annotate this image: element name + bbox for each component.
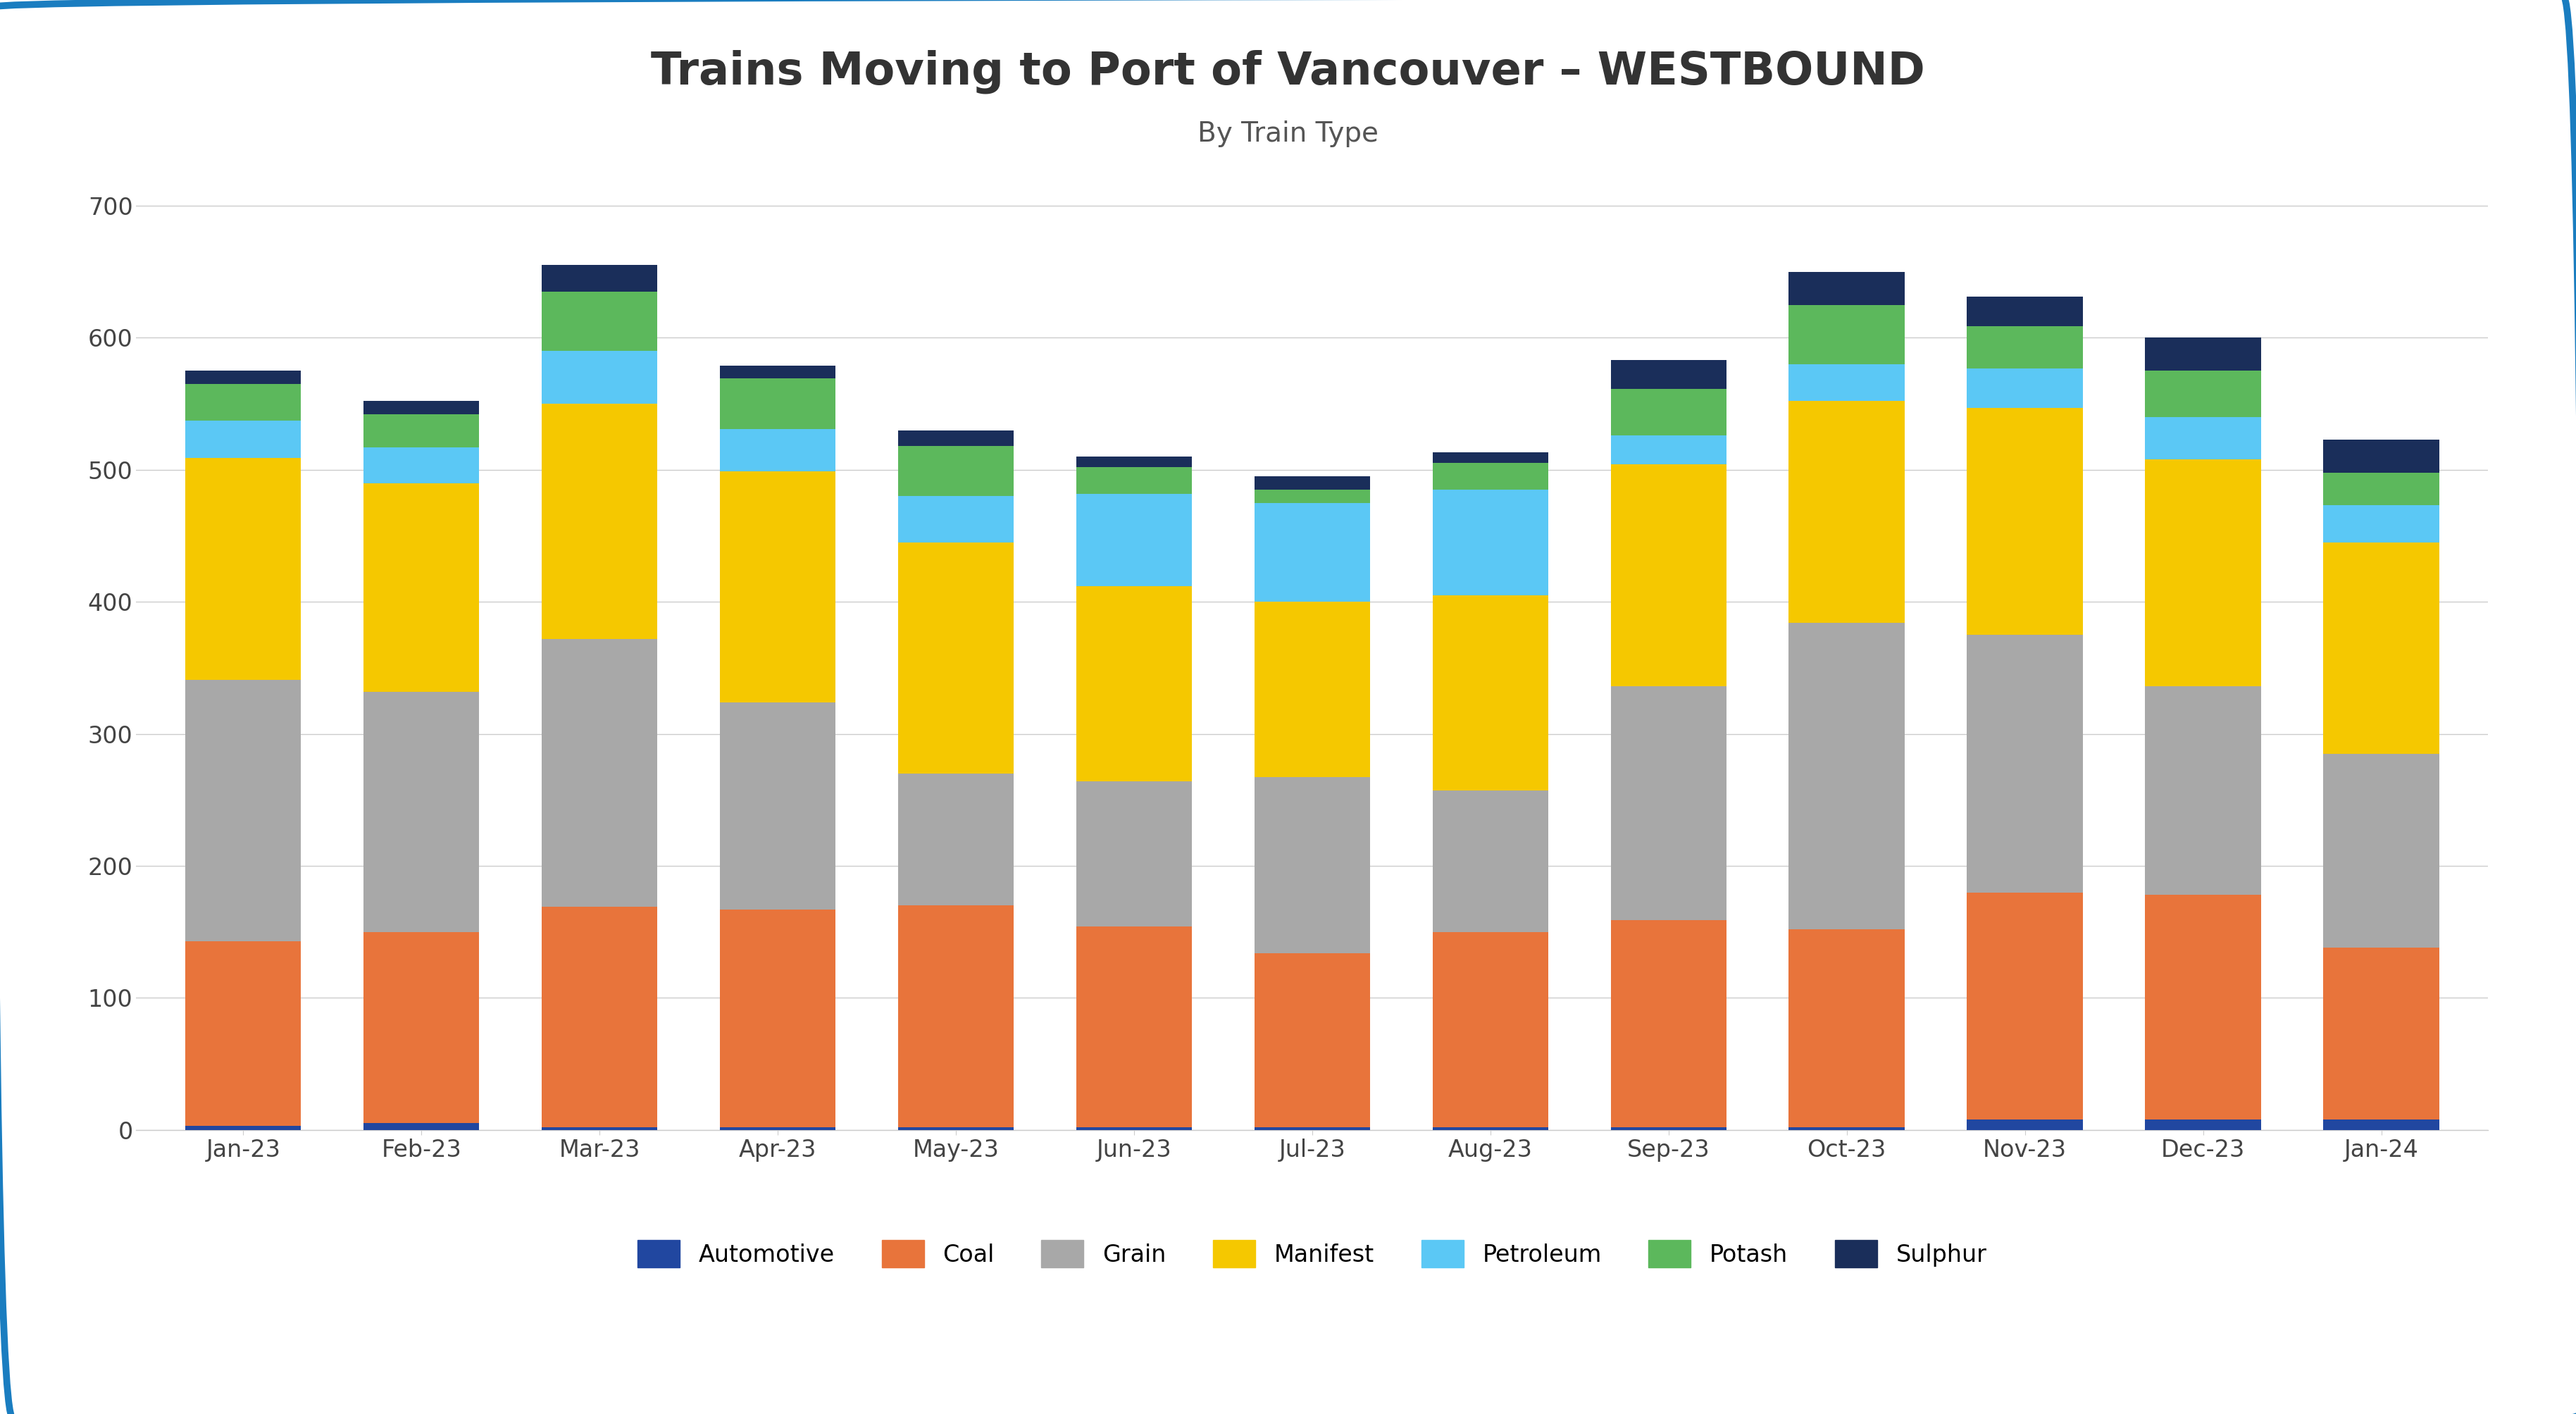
Bar [2146, 338, 2262, 370]
Bar [1077, 457, 1193, 467]
Bar [1968, 635, 2084, 892]
Bar [2146, 895, 2262, 1120]
Bar [899, 905, 1015, 1127]
Bar [185, 458, 301, 680]
Text: Trains Moving to Port of Vancouver – WESTBOUND: Trains Moving to Port of Vancouver – WES… [652, 49, 1924, 93]
Bar [1432, 790, 1548, 932]
Bar [899, 543, 1015, 773]
Bar [1432, 452, 1548, 464]
Bar [541, 291, 657, 351]
Bar [1610, 921, 1726, 1127]
Bar [541, 266, 657, 291]
Bar [2146, 1120, 2262, 1130]
Bar [1255, 953, 1370, 1127]
Bar [1610, 361, 1726, 389]
Bar [899, 1127, 1015, 1130]
Bar [1788, 271, 1904, 305]
Bar [899, 445, 1015, 496]
Text: By Train Type: By Train Type [1198, 120, 1378, 147]
Bar [185, 370, 301, 385]
Bar [899, 773, 1015, 905]
Bar [1255, 489, 1370, 503]
Bar [2324, 440, 2439, 472]
Bar [1077, 1127, 1193, 1130]
Bar [541, 351, 657, 404]
Bar [2146, 460, 2262, 686]
Bar [1255, 602, 1370, 778]
Bar [1610, 436, 1726, 465]
Bar [363, 402, 479, 414]
Bar [719, 1127, 835, 1130]
Bar [2146, 686, 2262, 895]
Bar [1788, 1127, 1904, 1130]
Bar [1968, 297, 2084, 325]
Bar [541, 1127, 657, 1130]
Bar [1077, 585, 1193, 782]
Bar [2146, 417, 2262, 460]
Bar [1255, 477, 1370, 489]
Bar [1610, 389, 1726, 436]
Bar [1077, 926, 1193, 1127]
Bar [1432, 464, 1548, 489]
Bar [1432, 489, 1548, 595]
Bar [719, 428, 835, 471]
Bar [1432, 595, 1548, 790]
Bar [363, 1123, 479, 1130]
Bar [2324, 505, 2439, 543]
Bar [899, 496, 1015, 543]
Bar [185, 385, 301, 421]
Bar [363, 414, 479, 447]
Bar [1968, 325, 2084, 368]
Bar [1255, 778, 1370, 953]
Bar [1788, 929, 1904, 1127]
Bar [185, 1126, 301, 1130]
Bar [2324, 472, 2439, 505]
Bar [2324, 947, 2439, 1120]
Bar [719, 379, 835, 428]
Bar [2324, 754, 2439, 947]
Bar [1610, 1127, 1726, 1130]
Bar [363, 932, 479, 1123]
Bar [2324, 543, 2439, 754]
Bar [1968, 1120, 2084, 1130]
Bar [1432, 932, 1548, 1127]
Bar [719, 703, 835, 909]
Bar [1077, 782, 1193, 926]
Bar [1255, 1127, 1370, 1130]
Bar [541, 906, 657, 1127]
Bar [363, 447, 479, 484]
Bar [185, 942, 301, 1126]
Bar [1968, 368, 2084, 407]
Bar [1788, 365, 1904, 402]
Bar [1610, 686, 1726, 921]
Bar [719, 909, 835, 1127]
Bar [2146, 370, 2262, 417]
Bar [185, 680, 301, 942]
Bar [185, 421, 301, 458]
Bar [1788, 305, 1904, 365]
Bar [1788, 402, 1904, 624]
Bar [541, 404, 657, 639]
Bar [2324, 1120, 2439, 1130]
Legend: Automotive, Coal, Grain, Manifest, Petroleum, Potash, Sulphur: Automotive, Coal, Grain, Manifest, Petro… [626, 1229, 1999, 1280]
Bar [719, 471, 835, 703]
Bar [363, 484, 479, 691]
Bar [899, 430, 1015, 445]
Bar [541, 639, 657, 906]
Bar [1432, 1127, 1548, 1130]
Bar [1788, 624, 1904, 929]
Bar [1968, 892, 2084, 1120]
Bar [1968, 407, 2084, 635]
Bar [1610, 465, 1726, 686]
Bar [1077, 493, 1193, 585]
Bar [1077, 467, 1193, 493]
Bar [1255, 503, 1370, 602]
Bar [719, 365, 835, 379]
Bar [363, 691, 479, 932]
